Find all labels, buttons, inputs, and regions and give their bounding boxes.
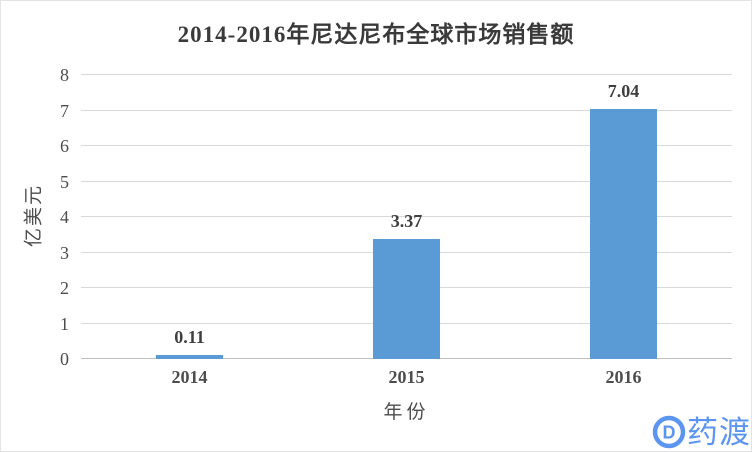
y-tick-label: 2 bbox=[60, 278, 69, 298]
bar-value-label: 0.11 bbox=[174, 327, 205, 348]
gridline bbox=[81, 216, 732, 217]
x-tick-label: 2016 bbox=[605, 367, 642, 387]
bar-series: 0.11 3.37 7.04 bbox=[81, 75, 732, 359]
y-tick-label: 1 bbox=[60, 313, 69, 334]
y-tick-label: 3 bbox=[60, 242, 69, 263]
watermark-text: 药渡 bbox=[687, 414, 751, 450]
y-tick-label: 4 bbox=[60, 207, 69, 227]
bar-slot-2016: 7.04 bbox=[515, 75, 732, 359]
bar-2014 bbox=[156, 355, 223, 359]
y-tick-label: 0 bbox=[60, 349, 69, 369]
y-tick-label: 6 bbox=[60, 136, 69, 156]
x-axis-title: 年份 bbox=[383, 402, 430, 423]
svg-text:D: D bbox=[663, 423, 676, 443]
watermark: D 药渡 bbox=[652, 411, 751, 451]
pharmacodia-logo-icon: D bbox=[652, 415, 686, 451]
bar-value-label: 3.37 bbox=[390, 211, 423, 232]
bar-2015 bbox=[373, 239, 440, 359]
x-axis-tick-labels: 2014 2015 2016 bbox=[81, 367, 732, 388]
bar-value-label: 7.04 bbox=[607, 81, 640, 102]
y-tick-label: 8 bbox=[60, 65, 69, 85]
gridline bbox=[81, 145, 732, 146]
x-tick-label: 2014 bbox=[171, 367, 208, 387]
x-tick-label: 2015 bbox=[388, 367, 425, 387]
plot-area: 0.11 3.37 7.04 bbox=[81, 74, 732, 359]
bar-2016 bbox=[590, 109, 657, 359]
gridline bbox=[81, 74, 732, 75]
gridline bbox=[81, 109, 732, 111]
y-tick-label: 7 bbox=[60, 100, 69, 121]
y-tick-label: 5 bbox=[60, 171, 69, 192]
gridline bbox=[81, 180, 732, 182]
bar-slot-2015: 3.37 bbox=[298, 75, 515, 359]
chart-title: 2014-2016年尼达尼布全球市场销售额 bbox=[177, 22, 575, 47]
bar-slot-2014: 0.11 bbox=[81, 75, 298, 359]
